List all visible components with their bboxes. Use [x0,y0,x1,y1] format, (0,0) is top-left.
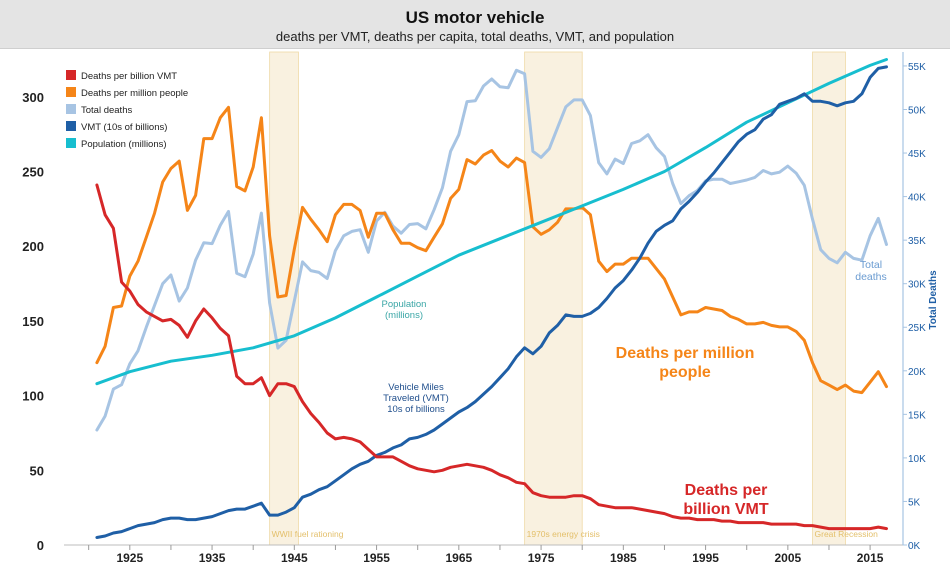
y-left-tick-label: 50 [30,463,44,478]
total-deaths-annotation: Total [860,259,882,271]
chart-title: US motor vehicle [405,8,545,27]
x-tick-label: 1985 [610,551,637,565]
y-left-tick-label: 200 [22,239,44,254]
y-right-tick-label: 25K [908,323,926,334]
shaded-period [812,51,846,546]
series-line [95,58,888,386]
x-tick-label: 1975 [528,551,555,565]
legend-swatch [66,70,76,80]
x-tick-label: 2005 [774,551,801,565]
x-tick-label: 1965 [445,551,472,565]
total-deaths-annotation: deaths [855,271,887,283]
legend-swatch [66,87,76,97]
deaths-per-million-annotation: people [659,364,711,381]
deaths-per-vmt-annotation: billion VMT [683,501,769,518]
population-annotation: Population [382,299,427,310]
y-right-tick-label: 40K [908,193,926,204]
shaded-period-label: 1970s energy crisis [527,529,600,539]
y-right-tick-label: 45K [908,149,926,160]
title-bar: US motor vehicle deaths per VMT, deaths … [0,0,950,49]
y-right-tick-label: 30K [908,280,926,291]
legend-swatch [66,104,76,114]
vmt-annotation: 10s of billions [387,404,445,415]
x-tick-label: 1925 [116,551,143,565]
y-right-axis-label: Total Deaths [928,270,939,330]
y-right-tick-label: 10K [908,454,926,465]
legend-swatch [66,121,76,131]
y-right-tick-label: 5K [908,497,921,508]
y-right-tick-label: 15K [908,410,926,421]
y-left-tick-label: 300 [22,90,44,105]
population-annotation: (millions) [385,310,423,321]
y-right-tick-label: 0K [908,541,921,552]
deaths-per-vmt-annotation: Deaths per [685,482,768,499]
shaded-period [524,51,583,546]
series-line [95,65,888,539]
y-right-tick-label: 55K [908,62,926,73]
legend-label: Deaths per billion VMT [81,71,177,82]
x-tick-label: 1995 [692,551,719,565]
y-left-tick-label: 100 [22,389,44,404]
series-line [95,183,888,531]
vmt-annotation: Vehicle Miles [388,382,444,393]
x-tick-label: 1945 [281,551,308,565]
shaded-period-label: WWII fuel rationing [272,529,344,539]
legend-label: Total deaths [81,105,132,116]
x-tick-label: 1955 [363,551,390,565]
series-line [95,105,888,395]
y-right-tick-label: 35K [908,236,926,247]
y-right-tick-label: 50K [908,105,926,116]
legend-label: VMT (10s of billions) [81,122,167,133]
y-left-tick-label: 0 [37,538,44,553]
x-tick-label: 1935 [199,551,226,565]
legend-label: Population (millions) [81,139,167,150]
legend-label: Deaths per million people [81,88,188,99]
shaded-period-label: Great Recession [815,529,879,539]
deaths-per-million-annotation: Deaths per million [616,345,755,362]
y-left-tick-label: 250 [22,165,44,180]
series-line [95,68,888,432]
x-tick-label: 2015 [857,551,884,565]
legend-swatch [66,138,76,148]
y-right-tick-label: 20K [908,367,926,378]
chart-subtitle: deaths per VMT, deaths per capita, total… [275,29,675,44]
vmt-annotation: Traveled (VMT) [383,393,449,404]
y-left-tick-label: 150 [22,314,44,329]
